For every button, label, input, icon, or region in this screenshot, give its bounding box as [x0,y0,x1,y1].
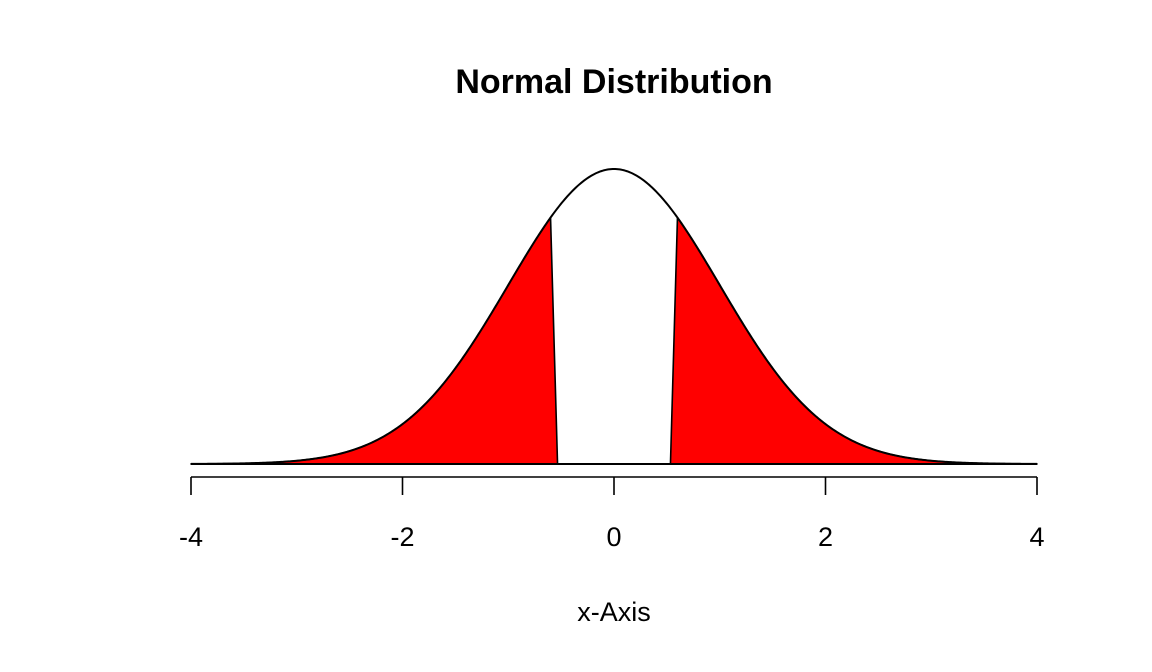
chart-title: Normal Distribution [455,63,772,101]
density-curve [191,167,1037,465]
x-axis: -4 -2 0 2 4 [179,476,1045,552]
x-axis-label: x-Axis [577,597,651,627]
x-tick-label: 0 [606,522,621,552]
x-tick-label: 4 [1029,522,1044,552]
plot-area [190,167,1038,465]
x-tick-label: 2 [818,522,833,552]
shaded-region-right [669,216,1038,465]
x-tick-label: -4 [179,522,203,552]
shaded-region-left [190,216,559,465]
x-tick-label: -2 [390,522,414,552]
